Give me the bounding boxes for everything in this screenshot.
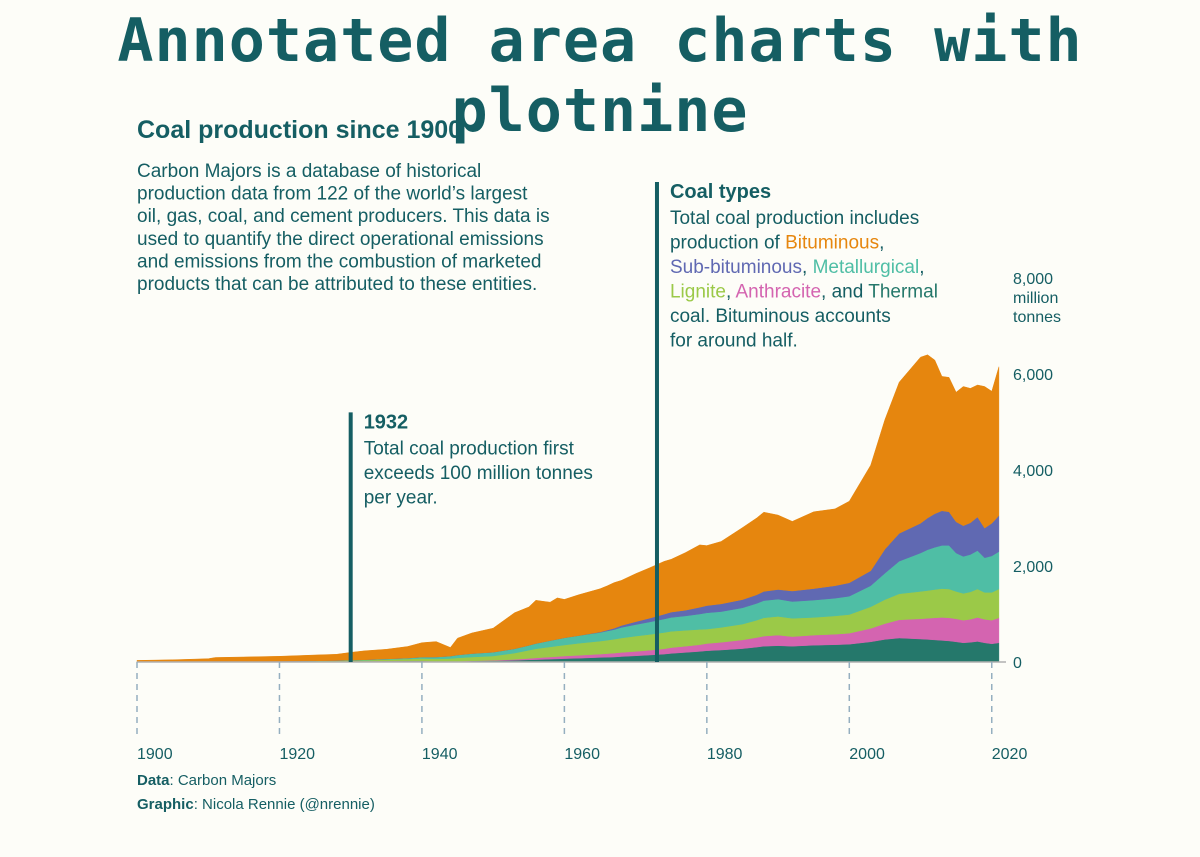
y-unit-label: tonnes bbox=[1013, 309, 1061, 326]
annotation-title: 1932 bbox=[364, 411, 409, 433]
legend-metallurgical: Metallurgical bbox=[813, 257, 920, 278]
x-tick-labels: 1900 1920 1940 1960 1980 2000 2020 bbox=[137, 746, 1027, 763]
caption-text: : Carbon Majors bbox=[170, 772, 277, 789]
y-tick-label: 2,000 bbox=[1013, 559, 1053, 576]
caption-label: Graphic bbox=[137, 796, 194, 813]
chart-title: Coal production since 1900 bbox=[137, 116, 462, 144]
x-tick-label: 1960 bbox=[564, 746, 600, 763]
y-tick-label: 8,000 bbox=[1013, 271, 1053, 288]
caption-label: Data bbox=[137, 772, 170, 789]
y-tick-label: 6,000 bbox=[1013, 367, 1053, 384]
subtitle-line: used to quantify the direct operational … bbox=[137, 229, 544, 250]
subtitle-line: products that can be attributed to these… bbox=[137, 274, 537, 295]
legend-lignite: Lignite bbox=[670, 282, 726, 303]
x-tick-label: 1900 bbox=[137, 746, 173, 763]
area-layers bbox=[136, 354, 1000, 663]
legend-bituminous: Bituminous bbox=[785, 233, 879, 254]
annotation-line: production of Bituminous, bbox=[670, 233, 884, 254]
annotation-text: production of bbox=[670, 233, 785, 254]
annotation-line: coal. Bituminous accounts bbox=[670, 306, 891, 327]
y-tick-label: 0 bbox=[1013, 655, 1022, 672]
annotation-line: Sub-bituminous, Metallurgical, bbox=[670, 257, 925, 278]
x-tick-label: 2020 bbox=[992, 746, 1028, 763]
chart-subtitle: Carbon Majors is a database of historica… bbox=[137, 161, 550, 295]
legend-thermal: Thermal bbox=[868, 282, 938, 303]
x-tick-label: 1940 bbox=[422, 746, 458, 763]
annotation-text: , and bbox=[821, 282, 868, 303]
annotation-title: Coal types bbox=[670, 181, 771, 203]
y-unit-label: million bbox=[1013, 290, 1058, 307]
caption-line: Data: Carbon Majors bbox=[137, 772, 276, 789]
y-tick-label: 4,000 bbox=[1013, 463, 1053, 480]
legend-anthracite: Anthracite bbox=[735, 282, 821, 303]
caption: Data: Carbon Majors Graphic: Nicola Renni… bbox=[137, 772, 375, 813]
annotation-text: , bbox=[919, 257, 924, 278]
annotations: 1932 Total coal production first exceeds 1… bbox=[348, 181, 938, 662]
annotation-text: Total coal production includes bbox=[670, 208, 919, 229]
x-tick-guides bbox=[136, 662, 993, 738]
subtitle-line: and emissions from the combustion of mar… bbox=[137, 251, 541, 272]
annotation-line: Lignite, Anthracite, and Thermal bbox=[670, 282, 938, 303]
annotation-line: Total coal production includes bbox=[670, 208, 919, 229]
annotation-line: Total coal production first bbox=[364, 438, 575, 459]
annotation-text: , bbox=[726, 282, 736, 303]
caption-text: : Nicola Rennie (@nrennie) bbox=[194, 796, 375, 813]
y-tick-labels: 0 2,000 4,000 6,000 8,000 million tonnes bbox=[1013, 271, 1061, 672]
area-bituminous bbox=[136, 354, 1000, 663]
annotation-line: for around half. bbox=[670, 331, 798, 352]
caption-line: Graphic: Nicola Rennie (@nrennie) bbox=[137, 796, 375, 813]
annotation-line: exceeds 100 million tonnes bbox=[364, 463, 593, 484]
annotation-text: coal. Bituminous accounts bbox=[670, 306, 891, 327]
subtitle-line: Carbon Majors is a database of historica… bbox=[137, 161, 481, 182]
banner-title: Annotated area charts with plotnine bbox=[117, 6, 1083, 146]
x-tick-label: 2000 bbox=[849, 746, 885, 763]
x-tick-label: 1920 bbox=[279, 746, 315, 763]
legend-sub-bituminous: Sub-bituminous bbox=[670, 257, 802, 278]
annotation-text: , bbox=[879, 233, 884, 254]
x-tick-label: 1980 bbox=[707, 746, 743, 763]
annotation-line: per year. bbox=[364, 487, 438, 508]
subtitle-line: oil, gas, coal, and cement producers. Th… bbox=[137, 206, 550, 227]
annotation-text: , bbox=[802, 257, 813, 278]
subtitle-line: production data from 122 of the world’s … bbox=[137, 184, 528, 205]
annotation-text: for around half. bbox=[670, 331, 798, 352]
